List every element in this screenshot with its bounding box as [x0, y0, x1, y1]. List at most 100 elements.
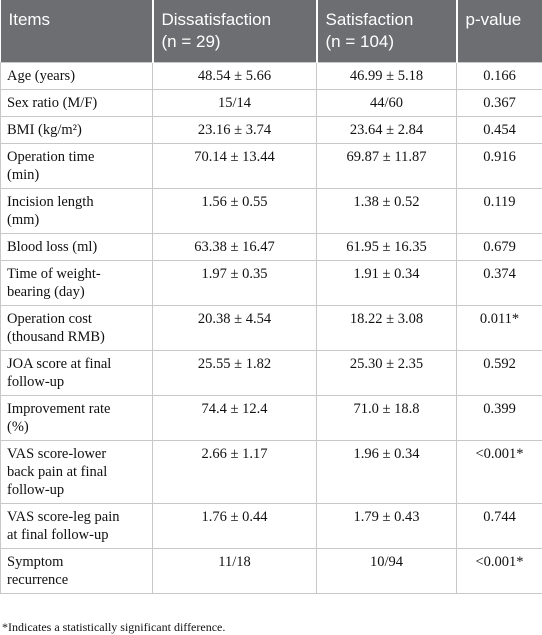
- value-cell: 0.166: [457, 63, 542, 90]
- item-cell: Improvement rate(%): [1, 396, 153, 441]
- value-cell: 71.0 ± 18.8: [317, 396, 457, 441]
- value-text: 20.38 ± 4.54: [159, 310, 310, 328]
- value-text: <0.001*: [463, 553, 536, 571]
- table-row: Blood loss (ml)63.38 ± 16.47 61.95 ± 16.3…: [1, 234, 542, 261]
- item-text: Symptom: [7, 553, 146, 571]
- item-text: Operation cost: [7, 310, 146, 328]
- value-text: 25.55 ± 1.82: [159, 355, 310, 373]
- value-cell: <0.001*: [457, 441, 542, 504]
- value-text: 0.374: [463, 265, 536, 283]
- value-text: 46.99 ± 5.18: [323, 67, 450, 85]
- value-cell: 63.38 ± 16.47: [153, 234, 317, 261]
- value-text: 2.66 ± 1.17: [159, 445, 310, 463]
- value-cell: 18.22 ± 3.08: [317, 306, 457, 351]
- item-cell: Sex ratio (M/F): [1, 90, 153, 117]
- value-cell: 0.119: [457, 189, 542, 234]
- value-text: 69.87 ± 11.87: [323, 148, 450, 166]
- value-cell: 74.4 ± 12.4: [153, 396, 317, 441]
- footnote: *Indicates a statistically significant d…: [0, 594, 542, 635]
- item-cell: Age (years): [1, 63, 153, 90]
- item-text: Operation time: [7, 148, 146, 166]
- value-cell: 1.79 ± 0.43: [317, 504, 457, 549]
- item-text: (thousand RMB): [7, 328, 146, 346]
- value-cell: 69.87 ± 11.87: [317, 144, 457, 189]
- value-text: 0.166: [463, 67, 536, 85]
- value-cell: 11/18: [153, 549, 317, 594]
- header-row: Items Dissatisfaction(n = 29) Satisfaction…: [1, 0, 542, 63]
- header-text: p-value: [466, 9, 535, 31]
- item-text: VAS score-lower: [7, 445, 146, 463]
- value-cell: 1.91 ± 0.34: [317, 261, 457, 306]
- value-cell: 23.64 ± 2.84: [317, 117, 457, 144]
- value-cell: 0.367: [457, 90, 542, 117]
- item-text: (mm): [7, 211, 146, 229]
- item-cell: Blood loss (ml): [1, 234, 153, 261]
- value-cell: 44/60: [317, 90, 457, 117]
- value-cell: 2.66 ± 1.17: [153, 441, 317, 504]
- item-text: Incision length: [7, 193, 146, 211]
- header-text: Dissatisfaction: [162, 9, 308, 31]
- value-text: <0.001*: [463, 445, 536, 463]
- value-cell: 0.454: [457, 117, 542, 144]
- value-cell: 1.76 ± 0.44: [153, 504, 317, 549]
- value-text: 0.744: [463, 508, 536, 526]
- value-cell: 0.592: [457, 351, 542, 396]
- value-text: 1.97 ± 0.35: [159, 265, 310, 283]
- item-cell: Incision length(mm): [1, 189, 153, 234]
- item-text: follow-up: [7, 481, 146, 499]
- value-text: 74.4 ± 12.4: [159, 400, 310, 418]
- value-cell: 48.54 ± 5.66: [153, 63, 317, 90]
- value-cell: <0.001*: [457, 549, 542, 594]
- item-text: bearing (day): [7, 283, 146, 301]
- header-text: Satisfaction: [326, 9, 448, 31]
- value-text: 0.011*: [463, 310, 536, 328]
- value-cell: 0.011*: [457, 306, 542, 351]
- value-cell: 70.14 ± 13.44: [153, 144, 317, 189]
- item-text: Sex ratio (M/F): [7, 94, 146, 112]
- value-text: 0.916: [463, 148, 536, 166]
- header-text: (n = 104): [326, 31, 448, 53]
- value-cell: 0.374: [457, 261, 542, 306]
- value-cell: 1.96 ± 0.34: [317, 441, 457, 504]
- value-text: 0.454: [463, 121, 536, 139]
- item-text: at final follow-up: [7, 526, 146, 544]
- table-row: Sex ratio (M/F) 15/14 44/60 0.367: [1, 90, 542, 117]
- item-cell: BMI (kg/m²): [1, 117, 153, 144]
- header-cell: Dissatisfaction(n = 29): [153, 0, 317, 63]
- value-cell: 20.38 ± 4.54: [153, 306, 317, 351]
- value-text: 61.95 ± 16.35: [323, 238, 450, 256]
- table-row: Operation cost(thousand RMB) 20.38 ± 4.54…: [1, 306, 542, 351]
- value-text: 23.16 ± 3.74: [159, 121, 310, 139]
- table-row: BMI (kg/m²) 23.16 ± 3.74 23.64 ± 2.84 0.454: [1, 117, 542, 144]
- value-cell: 0.916: [457, 144, 542, 189]
- value-text: 0.119: [463, 193, 536, 211]
- value-cell: 23.16 ± 3.74: [153, 117, 317, 144]
- value-text: 1.91 ± 0.34: [323, 265, 450, 283]
- header-text: (n = 29): [162, 31, 308, 53]
- value-text: 44/60: [323, 94, 450, 112]
- table-row: Age (years) 48.54 ± 5.66 46.99 ± 5.18 0.166: [1, 63, 542, 90]
- value-text: 15/14: [159, 94, 310, 112]
- value-text: 18.22 ± 3.08: [323, 310, 450, 328]
- header-text: Items: [9, 9, 144, 31]
- value-text: 48.54 ± 5.66: [159, 67, 310, 85]
- value-cell: 15/14: [153, 90, 317, 117]
- item-text: (%): [7, 418, 146, 436]
- table-row: Improvement rate(%) 74.4 ± 12.4 71.0 ± 18.…: [1, 396, 542, 441]
- value-text: 1.56 ± 0.55: [159, 193, 310, 211]
- item-text: BMI (kg/m²): [7, 121, 146, 139]
- value-cell: 10/94: [317, 549, 457, 594]
- value-text: 0.679: [463, 238, 536, 256]
- item-text: back pain at final: [7, 463, 146, 481]
- item-text: VAS score-leg pain: [7, 508, 146, 526]
- item-text: JOA score at final: [7, 355, 146, 373]
